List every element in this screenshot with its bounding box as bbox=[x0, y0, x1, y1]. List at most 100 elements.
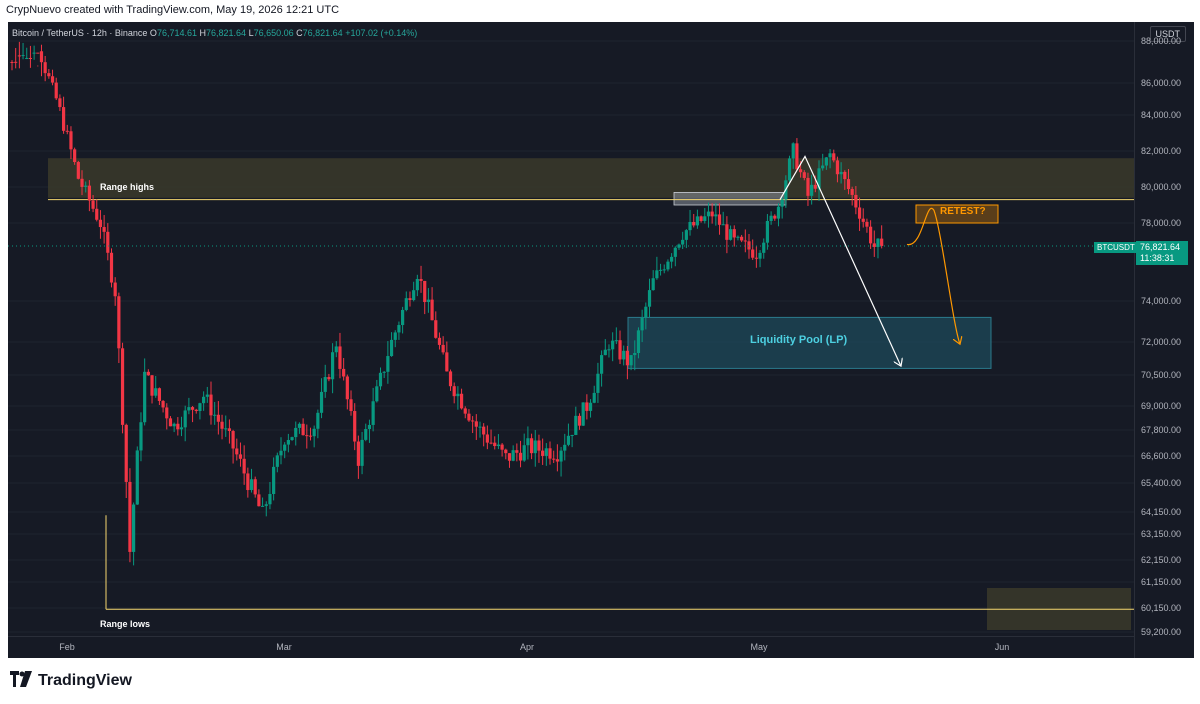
candle-body bbox=[728, 229, 733, 240]
candle-body bbox=[342, 368, 346, 377]
candle-body bbox=[437, 337, 442, 345]
candle-body bbox=[684, 230, 688, 240]
candle-body bbox=[706, 211, 711, 217]
candle-body bbox=[798, 169, 803, 173]
open-value: 76,714.61 bbox=[156, 28, 197, 38]
candle-body bbox=[323, 377, 327, 392]
candle-body bbox=[69, 131, 73, 150]
candle-body bbox=[349, 399, 353, 412]
candle-body bbox=[213, 414, 217, 416]
candle-body bbox=[426, 299, 431, 303]
candle-body bbox=[290, 437, 294, 441]
candle-body bbox=[393, 332, 397, 340]
candle-body bbox=[566, 435, 571, 445]
candle-body bbox=[482, 426, 486, 435]
candle-body bbox=[563, 444, 567, 451]
candle-body bbox=[375, 386, 379, 402]
candle-body bbox=[279, 450, 283, 456]
candle-body bbox=[544, 448, 548, 456]
candle-body bbox=[25, 57, 29, 59]
candle-body bbox=[817, 168, 821, 189]
candle-body bbox=[651, 278, 655, 291]
candle-body bbox=[87, 185, 91, 201]
price-tick: 84,000.00 bbox=[1141, 110, 1182, 120]
candle-body bbox=[17, 55, 21, 57]
candle-body bbox=[810, 184, 814, 196]
price-axis[interactable]: 88,000.00 86,000.00 84,000.00 82,000.00 80,0… bbox=[1134, 22, 1194, 658]
price-tick: 59,200.00 bbox=[1141, 627, 1182, 637]
candle-body bbox=[603, 349, 607, 356]
candle-body bbox=[835, 160, 840, 175]
candle-body bbox=[73, 149, 77, 163]
candle-body bbox=[275, 455, 279, 467]
projection-arrow bbox=[779, 155, 901, 366]
candle-body bbox=[338, 346, 342, 369]
candle-body bbox=[511, 450, 515, 461]
candle-body bbox=[658, 269, 663, 271]
candle-body bbox=[507, 453, 512, 461]
candle-body bbox=[655, 270, 659, 279]
candle-body bbox=[106, 231, 110, 253]
candle-body bbox=[330, 352, 335, 380]
currency-button[interactable]: USDT bbox=[1149, 26, 1186, 42]
candle-body bbox=[559, 450, 563, 462]
price-tick: 88,000.00 bbox=[1141, 36, 1182, 46]
ohlc-legend: Bitcoin / TetherUS · 12h · Binance O76,7… bbox=[12, 28, 418, 38]
candle-body bbox=[21, 55, 25, 57]
candle-body bbox=[876, 238, 880, 247]
candle-body bbox=[143, 371, 147, 423]
candle-body bbox=[773, 215, 777, 219]
candle-body bbox=[28, 57, 33, 59]
candle-body bbox=[434, 320, 438, 338]
candle-body bbox=[308, 435, 313, 437]
candle-body bbox=[146, 371, 150, 376]
candle-body bbox=[117, 296, 121, 349]
candle-body bbox=[762, 242, 766, 253]
candle-body bbox=[618, 340, 622, 360]
tradingview-logo-icon bbox=[10, 671, 32, 687]
candle-body bbox=[740, 236, 744, 241]
candle-body bbox=[246, 473, 250, 491]
candle-body bbox=[555, 459, 559, 462]
brand-name: TradingView bbox=[38, 672, 132, 689]
candle-body bbox=[364, 429, 368, 440]
candle-body bbox=[353, 411, 357, 442]
candle-body bbox=[703, 216, 707, 222]
candle-body bbox=[596, 373, 600, 393]
symbol-label[interactable]: Bitcoin / TetherUS · 12h · Binance bbox=[12, 28, 148, 38]
candle-body bbox=[61, 107, 66, 131]
candle-body bbox=[666, 261, 670, 270]
candle-body bbox=[327, 377, 331, 380]
price-chart[interactable] bbox=[8, 22, 1134, 636]
price-tick: 62,150.00 bbox=[1141, 555, 1182, 565]
candle-body bbox=[216, 414, 220, 422]
price-tick: 63,150.00 bbox=[1141, 529, 1182, 539]
candle-body bbox=[747, 241, 751, 250]
candle-body bbox=[412, 290, 416, 301]
candle-body bbox=[32, 52, 36, 54]
candle-body bbox=[459, 393, 464, 409]
candle-body bbox=[467, 413, 471, 421]
price-tick: 80,000.00 bbox=[1141, 182, 1182, 192]
candle-body bbox=[360, 439, 364, 466]
price-tick: 86,000.00 bbox=[1141, 78, 1182, 88]
candle-body bbox=[846, 179, 851, 190]
chart-panel[interactable]: Bitcoin / TetherUS · 12h · Binance O76,7… bbox=[8, 22, 1194, 658]
candle-body bbox=[231, 431, 235, 449]
candle-body bbox=[445, 352, 449, 372]
range-lows-label: Range lows bbox=[100, 619, 151, 629]
candle-body bbox=[91, 200, 95, 209]
candle-body bbox=[717, 214, 722, 225]
candle-body bbox=[102, 227, 106, 232]
candle-body bbox=[765, 221, 770, 243]
candle-body bbox=[286, 440, 290, 445]
candle-body bbox=[183, 410, 187, 428]
candle-body bbox=[260, 505, 265, 507]
candle-body bbox=[113, 282, 117, 297]
time-axis-line bbox=[8, 636, 1134, 637]
candle-body bbox=[76, 162, 80, 179]
candle-body bbox=[869, 226, 873, 244]
candle-body bbox=[824, 157, 828, 166]
candle-body bbox=[98, 219, 103, 228]
candle-body bbox=[319, 391, 324, 413]
